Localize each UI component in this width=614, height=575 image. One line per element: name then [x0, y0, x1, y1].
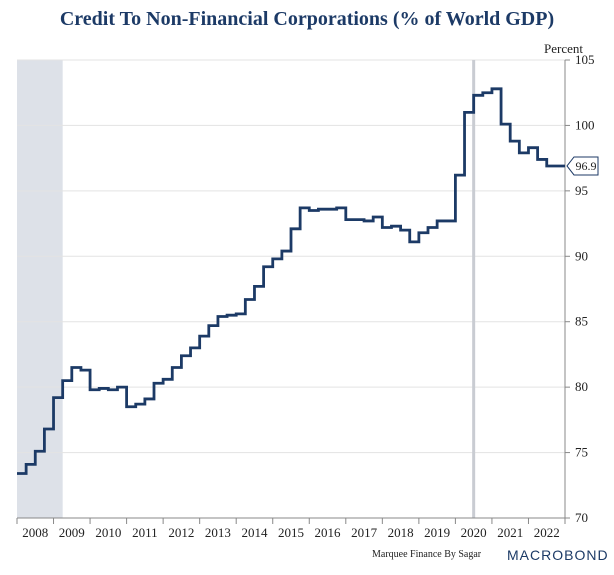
x-tick-label-2021: 2021	[497, 525, 523, 540]
last-value-label: 96.9	[576, 159, 597, 173]
source-credit: Marquee Finance By Sagar	[372, 549, 482, 560]
y-axis-unit-label: Percent	[544, 41, 583, 56]
x-tick-label-2009: 2009	[59, 525, 85, 540]
x-tick-label-2017: 2017	[351, 525, 378, 540]
x-tick-label-2011: 2011	[132, 525, 158, 540]
y-tick-label-100: 100	[575, 117, 595, 132]
x-tick-label-2020: 2020	[461, 525, 487, 540]
y-tick-label-75: 75	[575, 445, 588, 460]
series-line	[17, 87, 565, 475]
last-value-callout	[566, 156, 599, 176]
y-tick-label-95: 95	[575, 183, 588, 198]
x-tick-label-2013: 2013	[205, 525, 231, 540]
x-tick-label-2018: 2018	[388, 525, 414, 540]
chart-title: Credit To Non-Financial Corporations (% …	[59, 8, 555, 30]
x-tick-label-2015: 2015	[278, 525, 304, 540]
y-tick-label-105: 105	[575, 52, 595, 67]
y-tick-label-90: 90	[575, 248, 588, 263]
x-tick-label-2014: 2014	[241, 525, 268, 540]
recession-band	[17, 60, 63, 518]
macrobond-logo: MACROBOND	[507, 547, 609, 563]
x-tick-label-2012: 2012	[168, 525, 194, 540]
x-tick-label-2022: 2022	[534, 525, 560, 540]
y-tick-label-80: 80	[575, 379, 588, 394]
x-tick-label-2019: 2019	[424, 525, 450, 540]
x-tick-label-2016: 2016	[315, 525, 342, 540]
y-tick-label-70: 70	[575, 510, 588, 525]
x-tick-label-2010: 2010	[95, 525, 121, 540]
y-tick-label-85: 85	[575, 314, 588, 329]
x-tick-label-2008: 2008	[22, 525, 48, 540]
